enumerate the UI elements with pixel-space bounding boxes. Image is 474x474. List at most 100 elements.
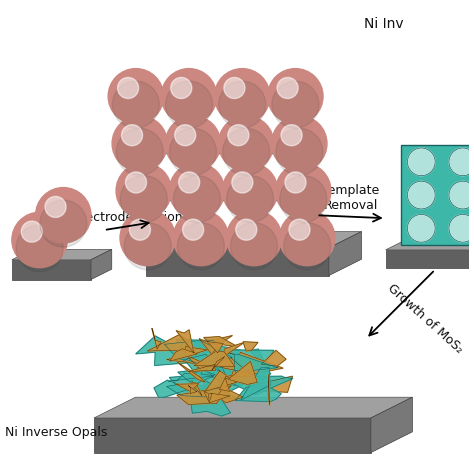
Circle shape xyxy=(45,196,66,218)
Polygon shape xyxy=(194,352,235,366)
Circle shape xyxy=(277,77,298,99)
Polygon shape xyxy=(206,341,223,353)
Text: Growth of MoS₂: Growth of MoS₂ xyxy=(385,282,465,356)
Polygon shape xyxy=(252,376,292,392)
Circle shape xyxy=(236,219,257,240)
Circle shape xyxy=(16,225,63,272)
Polygon shape xyxy=(94,397,412,418)
Circle shape xyxy=(129,219,150,240)
Polygon shape xyxy=(154,380,196,397)
Polygon shape xyxy=(219,378,229,392)
Polygon shape xyxy=(212,356,225,370)
Circle shape xyxy=(272,81,319,128)
Polygon shape xyxy=(91,249,112,280)
Polygon shape xyxy=(219,365,243,378)
Polygon shape xyxy=(386,241,474,250)
Polygon shape xyxy=(371,397,412,453)
Polygon shape xyxy=(146,248,329,275)
Polygon shape xyxy=(176,339,215,361)
Polygon shape xyxy=(216,378,251,392)
Circle shape xyxy=(281,125,302,146)
Polygon shape xyxy=(164,340,232,363)
Circle shape xyxy=(112,116,167,171)
Circle shape xyxy=(120,175,167,223)
Circle shape xyxy=(449,148,474,176)
Text: Ni Inverse Opals: Ni Inverse Opals xyxy=(5,426,107,439)
Polygon shape xyxy=(243,342,258,351)
Polygon shape xyxy=(217,388,243,403)
Circle shape xyxy=(116,163,172,219)
Polygon shape xyxy=(204,337,238,347)
Polygon shape xyxy=(176,346,214,378)
Circle shape xyxy=(169,163,225,219)
Circle shape xyxy=(116,128,164,175)
Polygon shape xyxy=(185,346,207,357)
Circle shape xyxy=(175,125,196,146)
Circle shape xyxy=(12,212,67,268)
Circle shape xyxy=(21,221,42,242)
Polygon shape xyxy=(209,393,230,403)
Circle shape xyxy=(169,128,217,175)
Circle shape xyxy=(36,188,91,243)
Circle shape xyxy=(408,181,435,209)
Polygon shape xyxy=(12,249,112,260)
Polygon shape xyxy=(136,336,195,365)
Circle shape xyxy=(112,81,159,128)
Circle shape xyxy=(230,223,278,270)
Polygon shape xyxy=(234,355,278,373)
Polygon shape xyxy=(176,330,194,353)
Polygon shape xyxy=(12,260,91,280)
Polygon shape xyxy=(94,418,371,453)
Polygon shape xyxy=(186,385,216,404)
Polygon shape xyxy=(329,232,362,275)
Polygon shape xyxy=(188,385,197,393)
Polygon shape xyxy=(261,350,286,366)
Polygon shape xyxy=(199,338,218,354)
Circle shape xyxy=(108,69,164,124)
Circle shape xyxy=(177,223,224,270)
Polygon shape xyxy=(249,349,269,372)
Circle shape xyxy=(449,181,474,209)
Polygon shape xyxy=(176,384,199,392)
Polygon shape xyxy=(222,342,245,358)
Circle shape xyxy=(182,219,204,240)
Bar xyxy=(401,145,474,245)
Polygon shape xyxy=(214,351,258,358)
Polygon shape xyxy=(197,354,237,392)
Polygon shape xyxy=(240,367,270,401)
Polygon shape xyxy=(204,336,232,352)
Polygon shape xyxy=(146,232,362,248)
Circle shape xyxy=(222,163,278,219)
Circle shape xyxy=(219,116,274,171)
Polygon shape xyxy=(191,392,230,416)
Polygon shape xyxy=(196,363,262,386)
Polygon shape xyxy=(268,374,270,405)
Polygon shape xyxy=(147,335,188,351)
Circle shape xyxy=(283,223,331,270)
Circle shape xyxy=(280,210,335,266)
Polygon shape xyxy=(216,358,249,374)
Text: Ni Inv: Ni Inv xyxy=(364,18,403,31)
Circle shape xyxy=(268,69,323,124)
Polygon shape xyxy=(186,356,206,369)
Polygon shape xyxy=(186,355,220,371)
Circle shape xyxy=(126,172,146,193)
Circle shape xyxy=(224,77,245,99)
Circle shape xyxy=(408,148,435,176)
Polygon shape xyxy=(204,391,210,402)
Circle shape xyxy=(124,223,171,270)
Circle shape xyxy=(165,81,212,128)
Circle shape xyxy=(219,81,266,128)
Polygon shape xyxy=(206,355,219,370)
Polygon shape xyxy=(205,371,236,392)
Polygon shape xyxy=(210,350,274,380)
Circle shape xyxy=(408,214,435,242)
Polygon shape xyxy=(188,365,215,372)
Circle shape xyxy=(449,214,474,242)
Circle shape xyxy=(285,172,306,193)
Polygon shape xyxy=(230,352,283,379)
Circle shape xyxy=(228,125,249,146)
Circle shape xyxy=(227,210,282,266)
Polygon shape xyxy=(201,349,240,370)
Text: Ni
Electrodeposition: Ni Electrodeposition xyxy=(74,196,183,224)
